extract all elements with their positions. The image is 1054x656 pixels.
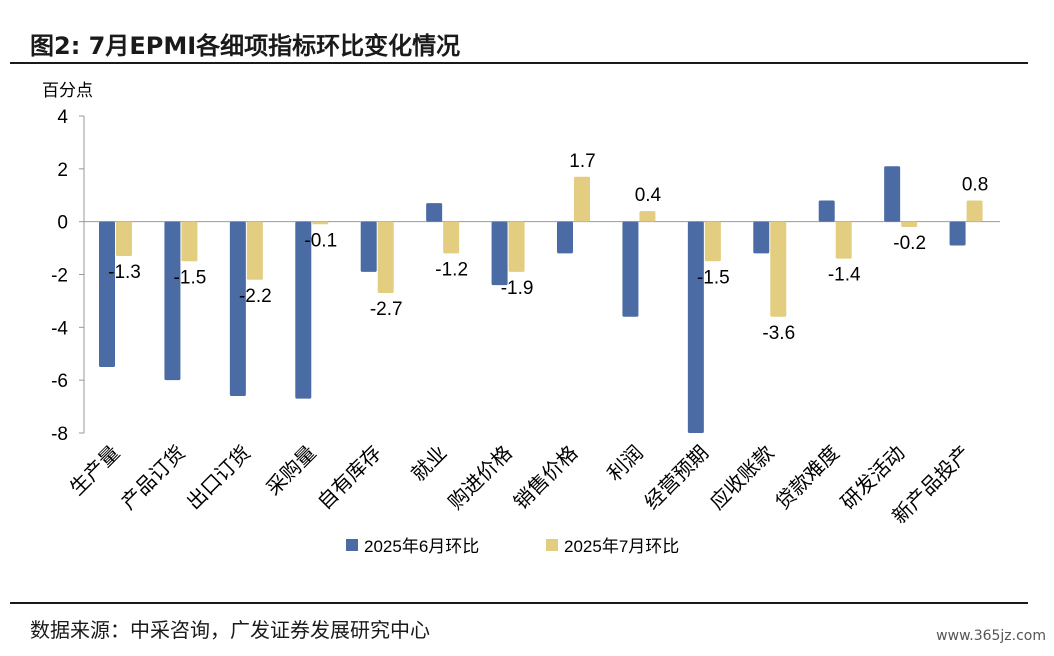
bar-july <box>181 221 198 262</box>
data-label: -1.3 <box>108 262 141 283</box>
bar-june <box>491 221 508 286</box>
y-unit-label: 百分点 <box>42 81 93 100</box>
category-label: 贷款难度 <box>771 441 844 514</box>
bar-july <box>443 221 460 254</box>
data-label: -0.2 <box>893 233 926 254</box>
data-label: -1.9 <box>501 278 534 299</box>
data-label: 0.8 <box>962 175 988 196</box>
y-tick-label: 2 <box>57 160 68 181</box>
y-tick-label: 4 <box>57 107 68 128</box>
data-label: -1.2 <box>435 259 468 280</box>
bar-june <box>687 221 704 433</box>
bar-june <box>949 221 966 246</box>
legend-label: 2025年6月环比 <box>364 537 479 556</box>
bar-june <box>426 203 443 222</box>
bar-june <box>622 221 639 317</box>
data-label: -1.5 <box>174 267 207 288</box>
data-label: -2.7 <box>370 299 403 320</box>
legend-swatch <box>346 539 358 551</box>
bar-july <box>246 221 263 280</box>
data-label: -1.4 <box>828 265 861 286</box>
category-label: 利润 <box>603 441 648 486</box>
category-label: 销售价格 <box>509 441 582 514</box>
legend-swatch <box>546 539 558 551</box>
source-divider <box>10 602 1028 604</box>
bar-june <box>229 221 246 397</box>
bar-july <box>704 221 721 262</box>
bar-june <box>360 221 377 272</box>
category-label: 经营预期 <box>640 441 713 514</box>
bar-july <box>377 221 394 293</box>
bar-chart: 百分点 4 2 0 -2 -4 -6 -8 -1.3 生产量 -1.5 产品订货 -2.2 出口订货 -0.… <box>42 81 1000 556</box>
data-label: 0.4 <box>635 185 662 206</box>
bar-july <box>508 221 525 272</box>
bar-june <box>753 221 770 254</box>
y-tick-label: -2 <box>51 266 68 287</box>
bar-june <box>99 221 115 367</box>
data-label: -1.5 <box>697 267 730 288</box>
category-label: 应收账款 <box>706 441 779 514</box>
data-label: -0.1 <box>304 230 337 251</box>
bar-july <box>312 221 329 225</box>
legend-label: 2025年7月环比 <box>564 537 679 556</box>
watermark: www.365jz.com <box>936 628 1046 644</box>
data-label: -3.6 <box>762 323 795 344</box>
figure-title: 图2: 7月EPMI各细项指标环比变化情况 <box>30 32 461 60</box>
category-label: 产品订货 <box>117 441 190 514</box>
category-label: 购进价格 <box>444 441 517 514</box>
bar-june <box>557 221 573 254</box>
bar-july <box>116 221 132 257</box>
y-tick-label: -8 <box>51 424 68 445</box>
data-label: 1.7 <box>569 151 595 172</box>
category-label: 采购量 <box>262 441 321 500</box>
bar-july <box>770 221 787 317</box>
bar-june <box>884 166 901 222</box>
category-label: 生产量 <box>66 441 125 500</box>
category-label: 自有库存 <box>313 441 386 514</box>
bar-july <box>966 200 983 222</box>
source-note: 数据来源：中采咨询，广发证券发展研究中心 <box>30 618 430 642</box>
bar-july <box>574 176 590 222</box>
bar-july <box>901 221 918 227</box>
bar-june <box>818 200 835 222</box>
title-divider <box>10 62 1028 64</box>
y-tick-label: 0 <box>57 213 68 234</box>
y-tick-label: -6 <box>51 371 68 392</box>
category-label: 出口订货 <box>182 441 255 514</box>
data-label: -2.2 <box>239 286 272 307</box>
bar-july <box>835 221 852 259</box>
bar-june <box>295 221 312 399</box>
bar-july <box>639 211 656 222</box>
y-tick-label: -4 <box>51 318 68 339</box>
bar-june <box>164 221 181 381</box>
category-label: 就业 <box>407 441 452 486</box>
